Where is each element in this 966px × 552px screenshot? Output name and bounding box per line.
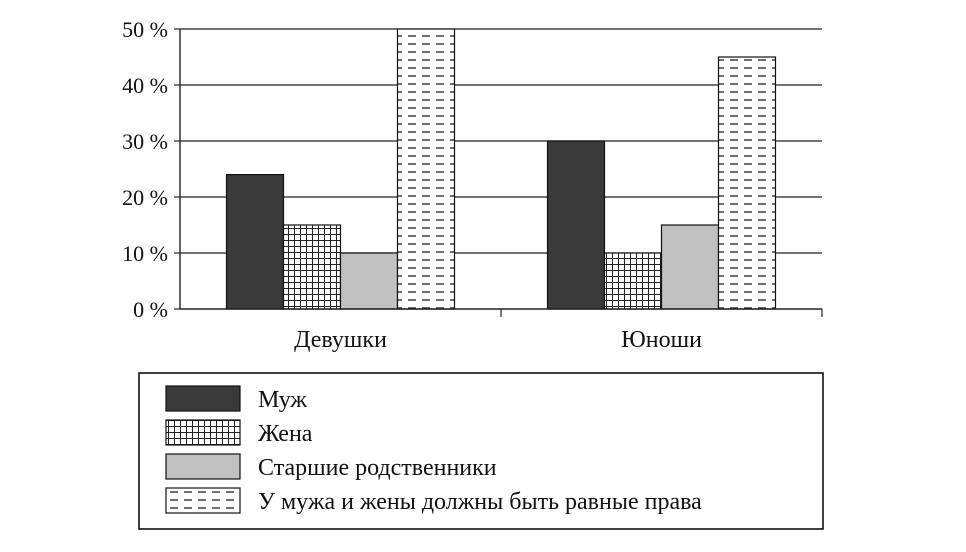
bar-boys-series-2 (660, 224, 720, 310)
legend-swatch (165, 487, 241, 514)
bar-girls-series-2 (339, 252, 399, 310)
y-tick-label: 0 % (133, 297, 168, 322)
legend: Муж Жена Старшие родственники У мужа и жены… (138, 372, 824, 530)
legend-label: Старшие родственники (258, 455, 497, 481)
bar-girls-series-3 (396, 28, 456, 310)
legend-swatch (165, 453, 241, 480)
y-tick-label: 30 % (122, 129, 168, 154)
y-tick-label: 20 % (122, 185, 168, 210)
category-label: Девушки (294, 327, 387, 353)
axes (174, 28, 823, 317)
legend-swatch (165, 385, 241, 412)
legend-label: У мужа и жены должны быть равные права (258, 489, 702, 515)
legend-label: Жена (258, 421, 313, 447)
legend-swatch (165, 419, 241, 446)
y-tick-label: 40 % (122, 73, 168, 98)
bar-boys-series-1 (603, 252, 663, 310)
bar-boys-series-0 (546, 140, 606, 310)
bar-girls-series-0 (225, 174, 285, 310)
legend-label: Муж (258, 387, 307, 413)
legend-box (138, 372, 824, 530)
category-label: Юноши (621, 327, 702, 353)
bar-boys-series-3 (717, 56, 777, 310)
y-tick-label: 10 % (122, 241, 168, 266)
y-tick-labels: 0 % 10 % 20 % 30 % 40 % 50 % (122, 17, 168, 322)
y-tick-label: 50 % (122, 17, 168, 42)
category-labels: Девушки Юноши (294, 327, 702, 353)
bar-girls-series-1 (282, 224, 342, 310)
bars (225, 28, 777, 310)
